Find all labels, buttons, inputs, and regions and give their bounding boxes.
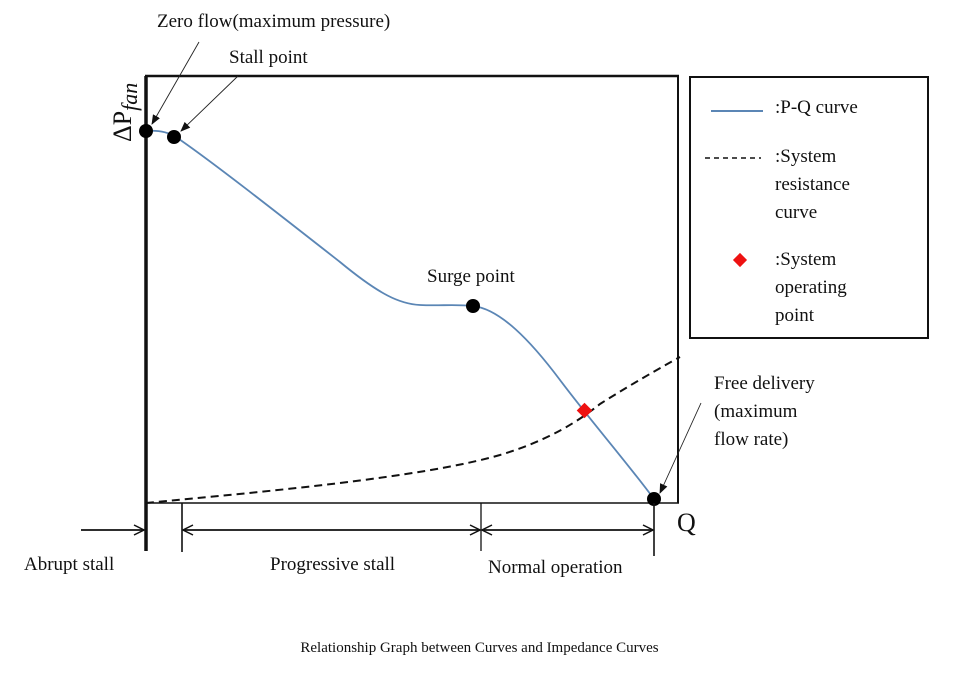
progressive-stall-label: Progressive stall [270,554,396,575]
free-delivery-label-line2: (maximum [714,401,798,422]
y-axis-label-sub: fan [117,82,143,111]
region-dimensions [81,503,655,556]
system-resistance-curve [145,356,681,504]
legend-item-pq-curve: :P-Q curve [775,97,858,118]
surge-point [466,299,480,313]
figure-caption: Relationship Graph between Curves and Im… [300,640,659,656]
zero-flow-label: Zero flow(maximum pressure) [157,11,391,32]
free-delivery-label-line1: Free delivery [714,373,815,394]
stall-point-label: Stall point [229,47,308,68]
zero-flow-arrow [151,41,200,125]
surge-point-label: Surge point [427,266,515,287]
free-delivery-point [647,492,661,506]
free-delivery-arrow [659,402,702,494]
x-axis-label: Q [677,508,696,537]
y-axis-label: ΔPfan [108,83,143,142]
stall-point [167,130,181,144]
solid-line-icon [711,110,763,112]
legend-item-operating-point: :System operating point [775,249,847,326]
normal-operation-label: Normal operation [488,557,623,578]
diamond-marker-icon [732,252,748,268]
abrupt-stall-label: Abrupt stall [24,554,115,575]
stall-point-arrow [180,75,239,132]
dashed-line-icon [705,157,761,159]
zero-flow-point [139,124,153,138]
free-delivery-label-line3: flow rate) [714,429,789,450]
legend: :P-Q curve :System resistance curve :Sys… [689,76,929,339]
legend-item-system-resistance: :System resistance curve [775,146,850,223]
plot-frame [144,74,679,551]
y-axis-label-main: ΔP [108,110,137,142]
pq-curve [145,129,655,500]
